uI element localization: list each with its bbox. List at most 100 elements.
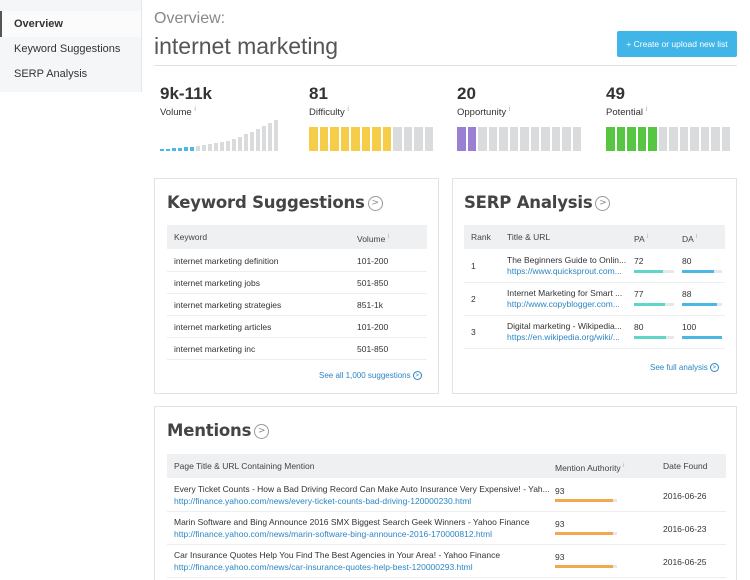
sidebar-item-overview[interactable]: Overview [0,11,141,37]
rank-cell: 3 [471,327,476,337]
volume-cell: 101-200 [357,256,389,266]
result-url[interactable]: https://en.wikipedia.org/wiki/... [507,332,620,342]
keyword-cell[interactable]: internet marketing inc [174,344,256,354]
metric-value: 49 [606,84,625,103]
da-bar [682,270,722,273]
da-bar [682,336,722,339]
column-header-title-url: Title & URL [507,232,551,242]
volume-cell: 851-1k [357,300,383,310]
meter-segment [551,127,560,151]
potential-meter [606,127,730,151]
result-url[interactable]: http://www.copyblogger.com... [507,299,620,309]
mention-title[interactable]: Car Insurance Quotes Help You Find The B… [174,550,501,560]
keyword-cell[interactable]: internet marketing articles [174,322,272,332]
chevron-right-icon[interactable]: > [254,424,270,439]
meter-segment [340,127,349,151]
metric-value: 81 [309,84,328,103]
mention-url[interactable]: http://finance.yahoo.com/news/every-tick… [174,496,472,506]
rank-cell: 1 [471,261,476,271]
table-header: Rank Title & URL PA i DA i [464,225,725,249]
volume-bar [226,141,230,151]
mention-title[interactable]: Every Ticket Counts - How a Bad Driving … [174,484,550,494]
da-value: 88 [682,289,692,299]
column-header-volume: Volume i [357,233,390,244]
authority-bar-fill [555,565,613,568]
chevron-right-icon[interactable]: > [367,196,383,211]
keyword-cell[interactable]: internet marketing definition [174,256,279,266]
metric-label: Opportunity i [457,106,511,119]
meter-segment [721,127,730,151]
meter-segment [648,127,657,151]
meter-segment [541,127,550,151]
table-row: 1 The Beginners Guide to Onlin... https://… [464,250,725,283]
info-icon[interactable]: i [508,106,511,113]
table-row[interactable]: internet marketing jobs 501-850 [167,272,427,294]
see-all-suggestions-link[interactable]: See all 1,000 suggestions > [319,371,422,381]
table-row[interactable]: internet marketing definition 101-200 [167,250,427,272]
meter-segment [351,127,360,151]
mention-title[interactable]: Marin Software and Bing Announce 2016 SM… [174,517,530,527]
table-row: Every Ticket Counts - How a Bad Driving … [167,479,726,512]
meter-segment [637,127,646,151]
volume-cell: 501-850 [357,344,389,354]
meter-segment [627,127,636,151]
volume-bar [244,134,248,151]
sidebar-item-keyword-suggestions[interactable]: Keyword Suggestions [14,43,121,55]
meter-segment [488,127,497,151]
meter-segment [530,127,539,151]
authority-bar [555,565,617,568]
info-icon[interactable]: i [387,234,390,240]
da-value: 100 [682,322,697,332]
mention-url[interactable]: http://finance.yahoo.com/news/car-insura… [174,562,473,572]
chevron-right-icon[interactable]: > [595,196,611,211]
info-icon[interactable]: i [646,234,648,240]
volume-bar [214,143,218,151]
pa-bar [634,336,674,339]
meter-segment [616,127,625,151]
volume-bar [190,147,194,151]
mention-url[interactable]: http://finance.yahoo.com/news/marin-soft… [174,529,492,539]
column-header-page: Page Title & URL Containing Mention [174,461,315,471]
meter-segment [467,127,476,151]
panel-title: SERP Analysis > [464,193,611,212]
chevron-right-icon: > [412,371,422,381]
pa-bar [634,270,674,273]
table-row[interactable]: internet marketing strategies 851-1k [167,294,427,316]
info-icon[interactable]: i [347,106,349,113]
metric-difficulty: 81 Difficulty i [309,84,349,118]
column-header-pa: PA i [634,233,648,244]
meter-segment [509,127,518,151]
page-title: internet marketing [154,33,339,59]
meter-segment [330,127,339,151]
volume-cell: 101-200 [357,322,389,332]
pa-bar [634,303,674,306]
create-list-button[interactable]: + Create or upload new list [617,31,737,57]
table-row[interactable]: internet marketing inc 501-850 [167,338,427,360]
table-header: Keyword Volume i [167,225,427,249]
sidebar-item-serp-analysis[interactable]: SERP Analysis [14,68,88,80]
info-icon[interactable]: i [194,106,196,113]
keyword-cell[interactable]: internet marketing strategies [174,300,282,310]
info-icon[interactable]: i [623,463,625,469]
result-title[interactable]: Digital marketing - Wikipedia... [507,321,622,331]
info-icon[interactable]: i [645,106,648,113]
see-full-analysis-link[interactable]: See full analysis > [650,363,719,373]
meter-segment [403,127,412,151]
table-row[interactable]: internet marketing articles 101-200 [167,316,427,338]
meter-segment [478,127,487,151]
column-header-rank: Rank [471,232,491,242]
keyword-cell[interactable]: internet marketing jobs [174,278,260,288]
metric-value: 20 [457,84,476,103]
metric-label: Volume i [160,106,196,119]
pa-bar-fill [634,270,663,273]
meter-segment [457,127,466,151]
info-icon[interactable]: i [695,234,698,240]
authority-bar [555,532,617,535]
result-title[interactable]: The Beginners Guide to Onlin... [507,255,627,265]
metric-opportunity: 20 Opportunity i [457,84,510,118]
result-title[interactable]: Internet Marketing for Smart ... [507,288,623,298]
column-header-keyword: Keyword [174,232,208,242]
result-url[interactable]: https://www.quicksprout.com... [507,266,622,276]
serp-analysis-panel: SERP Analysis > Rank Title & URL PA i DA … [452,178,737,394]
pa-bar-fill [634,303,665,306]
